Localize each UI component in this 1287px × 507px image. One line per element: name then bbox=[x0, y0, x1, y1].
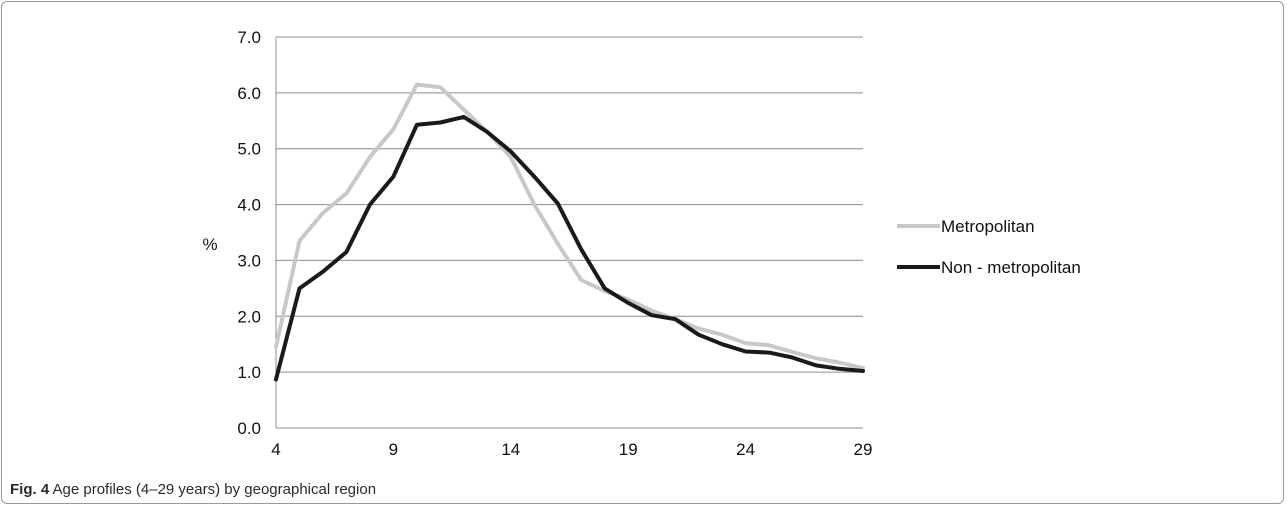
figure-caption-text: Age profiles (4–29 years) by geographica… bbox=[52, 481, 377, 498]
legend-label-metropolitan: Metropolitan bbox=[941, 217, 1035, 236]
series-lines bbox=[274, 82, 865, 382]
gridlines bbox=[275, 36, 863, 429]
y-axis-tick-labels: 0.0 1.0 2.0 3.0 4.0 5.0 6.0 7.0 bbox=[237, 28, 261, 438]
legend: Metropolitan Non - metropolitan bbox=[897, 217, 1081, 277]
y-axis-label: % bbox=[202, 235, 217, 254]
y-tick-label: 5.0 bbox=[237, 140, 261, 159]
y-tick-label: 7.0 bbox=[237, 28, 261, 47]
y-tick-label: 1.0 bbox=[237, 363, 261, 382]
series-line-non-metropolitan bbox=[274, 114, 865, 382]
x-tick-label: 19 bbox=[619, 440, 638, 459]
x-tick-label: 14 bbox=[501, 440, 520, 459]
y-tick-label: 0.0 bbox=[237, 419, 261, 438]
figure-caption-label: Fig. 4 bbox=[10, 481, 50, 498]
series-line-metropolitan bbox=[274, 82, 865, 371]
x-axis-tick-labels: 4 9 14 19 24 29 bbox=[271, 440, 872, 459]
figure-caption: Fig. 4 Age profiles (4–29 years) by geog… bbox=[10, 481, 376, 498]
legend-label-non-metropolitan: Non - metropolitan bbox=[941, 258, 1081, 277]
x-tick-label: 24 bbox=[736, 440, 755, 459]
y-tick-label: 6.0 bbox=[237, 84, 261, 103]
x-tick-label: 29 bbox=[854, 440, 873, 459]
line-chart: 0.0 1.0 2.0 3.0 4.0 5.0 6.0 7.0 4 9 14 19 24 29 % Me… bbox=[202, 28, 1081, 459]
y-tick-label: 2.0 bbox=[237, 307, 261, 326]
x-tick-label: 9 bbox=[389, 440, 398, 459]
y-tick-label: 4.0 bbox=[237, 196, 261, 215]
y-tick-label: 3.0 bbox=[237, 251, 261, 270]
x-tick-label: 4 bbox=[271, 440, 280, 459]
